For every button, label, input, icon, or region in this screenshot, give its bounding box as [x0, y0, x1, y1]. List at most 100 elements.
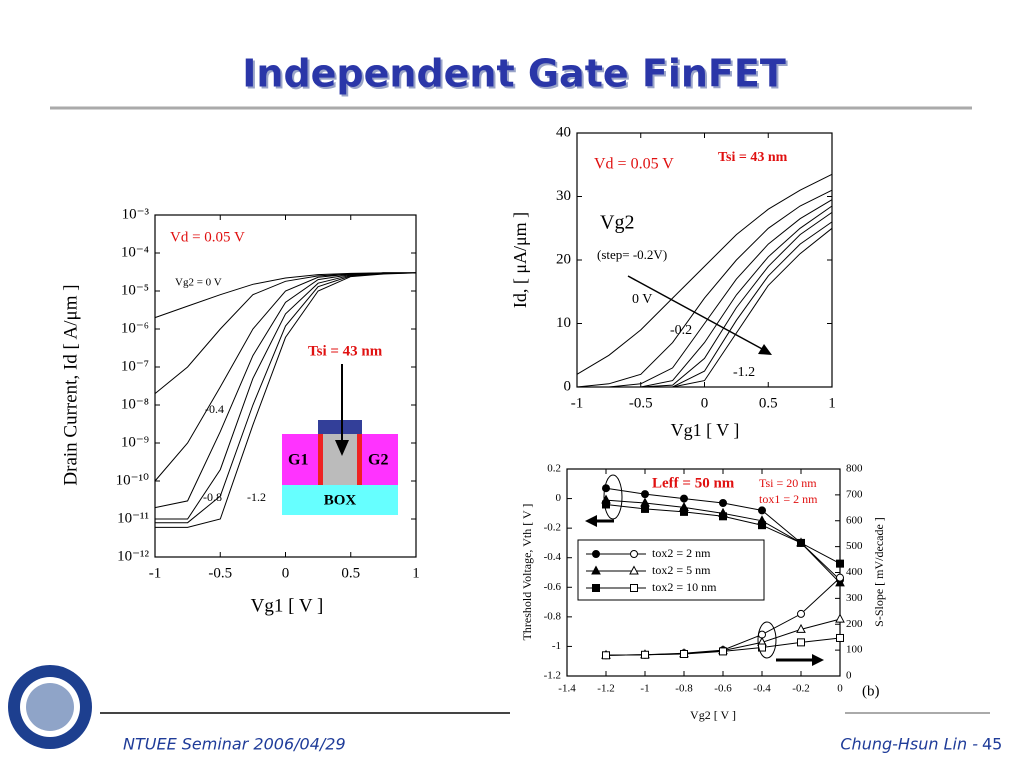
x-axis-label: Vg1 [ V ]	[671, 420, 740, 440]
arrow-head	[812, 654, 824, 666]
x-tick-label: -0.5	[208, 565, 232, 581]
annotation: G2	[368, 452, 388, 469]
annotation: Tsi = 43 nm	[718, 150, 788, 165]
x-tick-label: 0	[282, 565, 290, 581]
y-tick-label: 30	[556, 188, 571, 204]
seal-center	[26, 683, 74, 731]
legend-marker	[629, 565, 639, 575]
y-tick-label: -0.8	[544, 610, 562, 622]
annotation: Vd = 0.05 V	[594, 156, 674, 173]
box-layer	[282, 485, 398, 515]
legend-marker	[630, 550, 638, 558]
y-tick-label: -0.6	[544, 581, 562, 593]
annotation: (step= -0.2V)	[597, 247, 667, 262]
highlight-ellipse	[757, 621, 777, 659]
series-line	[577, 227, 833, 388]
data-point	[641, 504, 649, 513]
x-tick-label: -1.2	[597, 683, 614, 695]
x-tick-label: 1	[412, 565, 420, 581]
y-tick-label: 0	[556, 492, 562, 504]
arrow-head	[585, 515, 597, 527]
slide-title: Independent Gate FinFET	[242, 52, 786, 96]
x-tick-label: -0.6	[714, 683, 732, 695]
legend-box	[577, 539, 765, 601]
y-tick-label: 10⁻¹⁰	[116, 472, 149, 488]
x-tick-label: 0	[837, 683, 843, 695]
y-axis-label: Threshold Voltage, Vth [ V ]	[520, 504, 534, 641]
hard-mask	[318, 420, 362, 434]
x-tick-label: 1	[828, 395, 836, 411]
y-tick-label: 10	[556, 315, 571, 331]
y-tick-label: 10⁻³	[122, 206, 150, 222]
data-point	[680, 494, 688, 503]
data-point	[719, 647, 727, 656]
data-point	[797, 609, 805, 618]
annotation: Vg2	[600, 212, 634, 234]
annotation: Tsi = 43 nm	[308, 343, 383, 359]
data-point	[602, 484, 610, 493]
legend-marker	[592, 550, 600, 558]
x-tick-label: -0.2	[792, 683, 809, 695]
y-tick-label: 0	[564, 378, 572, 394]
data-point	[797, 538, 805, 547]
y-tick-label: 10⁻⁶	[121, 320, 149, 336]
data-point	[797, 638, 805, 647]
plot-frame	[576, 132, 833, 388]
y2-tick-label: 100	[846, 644, 863, 656]
data-point	[836, 559, 844, 568]
gate-oxide	[357, 434, 362, 485]
legend-label: tox2 = 10 nm	[652, 580, 717, 594]
data-point	[719, 512, 727, 521]
x-tick-label: -1	[149, 565, 162, 581]
gate-oxide	[318, 434, 323, 485]
y-axis-label: Drain Current, Id [ A/μm ]	[60, 284, 81, 485]
legend-marker	[592, 584, 600, 592]
y-tick-label: 0.2	[547, 463, 561, 475]
annotation: -0.4	[205, 402, 224, 416]
y-tick-label: -0.4	[544, 551, 562, 563]
data-point	[796, 623, 806, 633]
y-tick-label: 10⁻¹¹	[117, 510, 149, 526]
annotation: Vd = 0.05 V	[170, 229, 245, 245]
series-line	[155, 272, 417, 524]
annotation: -0.8	[203, 490, 222, 504]
annotation: G1	[288, 452, 308, 469]
annotation: 0 V	[632, 292, 652, 307]
annotation: tox1 = 2 nm	[759, 492, 818, 506]
x-tick-label: -1.4	[558, 683, 576, 695]
data-point	[836, 633, 844, 642]
y2-tick-label: 200	[846, 618, 863, 630]
arrow-head	[335, 440, 349, 456]
data-point	[758, 521, 766, 530]
y2-tick-label: 700	[846, 488, 863, 500]
y-tick-label: -1.2	[544, 670, 561, 682]
y-tick-label: 20	[556, 251, 571, 267]
data-point	[758, 506, 766, 515]
series-line	[577, 199, 833, 388]
data-point	[835, 613, 845, 623]
series-line	[154, 272, 416, 509]
y-tick-label: -0.2	[544, 522, 561, 534]
x-tick-label: 0	[701, 395, 709, 411]
data-point	[602, 651, 610, 660]
x-axis-label: Vg1 [ V ]	[251, 595, 324, 616]
y2-tick-label: 300	[846, 592, 863, 604]
data-point	[680, 650, 688, 659]
x-tick-label: 0.5	[759, 395, 778, 411]
x-tick-label: -0.4	[753, 683, 771, 695]
annotation: (b)	[862, 683, 880, 699]
annotation: -1.2	[247, 490, 266, 504]
series-line	[576, 173, 833, 375]
y2-tick-label: 0	[846, 670, 852, 682]
footer-left: NTUEE Seminar 2006/04/29	[123, 735, 346, 754]
series-line	[155, 272, 417, 528]
legend-marker	[630, 584, 638, 592]
y2-tick-label: 500	[846, 540, 863, 552]
data-point	[719, 499, 727, 508]
y2-tick-label: 400	[846, 566, 863, 578]
title-shadow: Independent Gate FinFET	[244, 54, 788, 98]
slide-number: 45	[982, 735, 1002, 754]
y2-tick-label: 800	[846, 463, 863, 475]
y-tick-label: 10⁻⁷	[121, 358, 149, 374]
